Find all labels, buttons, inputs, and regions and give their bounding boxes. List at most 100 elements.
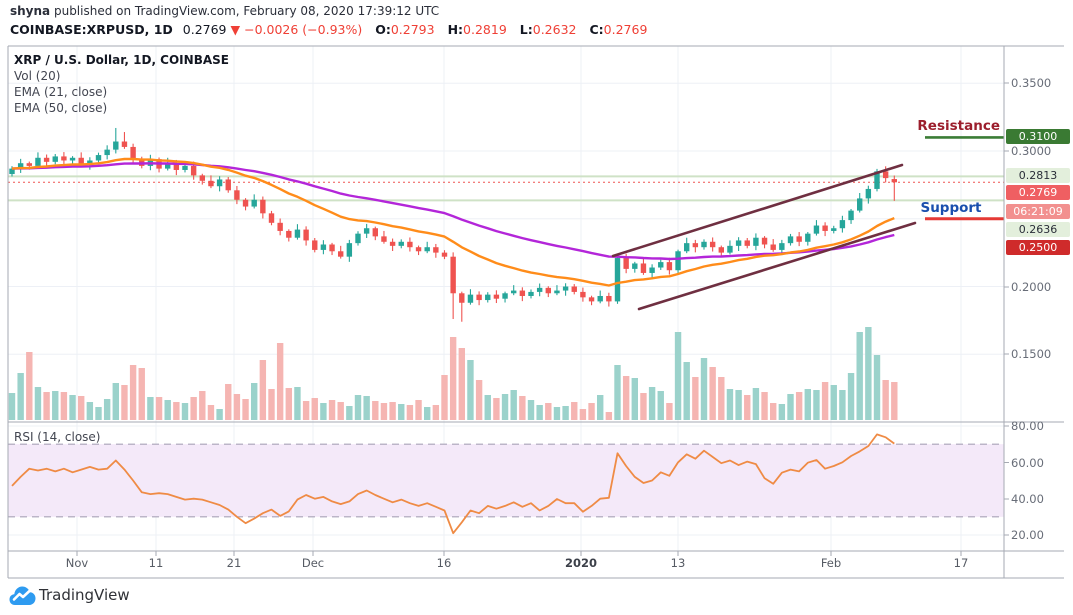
price-axis-label[interactable]: 0.3500 xyxy=(1011,76,1052,90)
volume-bar xyxy=(138,368,145,420)
volume-bar xyxy=(17,373,24,420)
volume-bar xyxy=(545,403,552,420)
candle-body xyxy=(234,190,240,200)
price-axis-label[interactable]: 0.1500 xyxy=(1011,347,1052,361)
candle-body xyxy=(675,251,681,271)
candle-body xyxy=(718,247,724,253)
candle-body xyxy=(891,179,897,183)
price-axis-label[interactable]: 0.2000 xyxy=(1011,280,1052,294)
candle-body xyxy=(727,245,733,253)
volume-bar xyxy=(519,396,526,420)
candle-body xyxy=(744,240,750,246)
volume-bar xyxy=(112,383,119,420)
volume-bar xyxy=(60,392,68,420)
price-axis-label[interactable]: 40.00 xyxy=(1011,492,1044,506)
tradingview-logo-text[interactable]: TradingView xyxy=(39,586,130,604)
volume-bar xyxy=(8,393,16,420)
volume-bar xyxy=(666,403,673,420)
volume-bar xyxy=(207,405,215,420)
volume-bar xyxy=(830,385,837,420)
price-axis-label[interactable]: 80.00 xyxy=(1011,419,1044,433)
resistance-label[interactable]: Resistance xyxy=(917,118,1000,134)
support-label[interactable]: Support xyxy=(920,200,982,216)
candle-body xyxy=(770,244,776,250)
volume-bar xyxy=(856,332,863,420)
volume-bar xyxy=(484,395,491,420)
tradingview-logo-icon[interactable] xyxy=(9,584,36,607)
price-axis-label[interactable]: 60.00 xyxy=(1011,455,1044,470)
volume-bar xyxy=(320,403,327,420)
volume-bar xyxy=(475,380,483,420)
candle-body xyxy=(874,171,880,189)
volume-layer xyxy=(8,327,898,420)
candle-body xyxy=(666,262,673,271)
time-axis-label[interactable]: 13 xyxy=(670,556,686,570)
volume-bar xyxy=(103,399,111,420)
volume-bar xyxy=(354,395,362,420)
candle-body xyxy=(346,243,353,257)
quote-change: −0.0026 (−0.93%) xyxy=(244,22,363,37)
candle-body xyxy=(735,240,742,246)
volume-bar xyxy=(562,406,569,420)
volume-bar xyxy=(579,409,587,420)
quote-last-price: 0.2769 xyxy=(182,22,227,37)
volume-bar xyxy=(432,405,440,420)
candle-body xyxy=(121,141,128,147)
candle-body xyxy=(52,156,58,162)
time-axis-label[interactable]: Dec xyxy=(301,556,325,570)
publish-info: published on TradingView.com, February 0… xyxy=(50,4,440,18)
volume-bar xyxy=(285,388,292,420)
channel-line xyxy=(637,221,917,311)
candle-body xyxy=(865,188,872,199)
volume-bar xyxy=(173,402,180,420)
volume-bar xyxy=(700,358,708,420)
volume-bar xyxy=(622,376,630,420)
volume-bar xyxy=(467,360,474,420)
candle-body xyxy=(882,171,889,179)
time-axis-label[interactable]: Feb xyxy=(820,556,842,570)
candle-body xyxy=(130,146,136,160)
volume-bar xyxy=(406,405,414,420)
candle-body xyxy=(753,237,759,246)
price-badge: 0.2500 xyxy=(1006,240,1070,255)
volume-bar xyxy=(199,391,206,420)
candle-body xyxy=(173,163,180,170)
volume-bar xyxy=(78,396,85,420)
candle-body xyxy=(640,263,647,273)
volume-bar xyxy=(839,390,846,420)
candle-body xyxy=(216,179,223,187)
candle-body xyxy=(242,199,249,207)
candle-body xyxy=(831,228,837,231)
time-axis-label[interactable]: 17 xyxy=(953,556,969,570)
legend-rsi: RSI (14, close) xyxy=(14,430,101,444)
candle-body xyxy=(528,291,534,296)
volume-bar xyxy=(536,405,543,420)
volume-bar xyxy=(726,389,734,420)
volume-bar xyxy=(225,384,232,420)
price-axis-label[interactable]: 0.3000 xyxy=(1011,144,1052,158)
candle-body xyxy=(225,179,231,191)
time-axis-label[interactable]: 21 xyxy=(226,556,242,570)
time-axis-label[interactable]: 2020 xyxy=(564,556,598,570)
candle-body xyxy=(588,297,595,302)
candle-body xyxy=(692,243,699,248)
volume-bar xyxy=(709,367,716,420)
volume-bar xyxy=(372,401,379,420)
candle-body xyxy=(43,157,50,162)
quote-open: O:0.2793 xyxy=(375,22,435,37)
volume-bar xyxy=(873,355,881,420)
time-axis-label[interactable]: Nov xyxy=(65,556,89,570)
price-axis-label[interactable]: 20.00 xyxy=(1011,528,1044,542)
volume-bar xyxy=(813,390,820,420)
candle-body xyxy=(761,237,768,245)
volume-bar xyxy=(787,394,794,420)
time-axis-label[interactable]: 16 xyxy=(436,556,452,570)
candle-body xyxy=(597,295,603,302)
time-axis-label[interactable]: 11 xyxy=(148,556,164,570)
candle-body xyxy=(277,222,283,231)
volume-bar xyxy=(493,398,500,420)
candle-body xyxy=(554,290,560,294)
volume-bar xyxy=(121,385,128,420)
